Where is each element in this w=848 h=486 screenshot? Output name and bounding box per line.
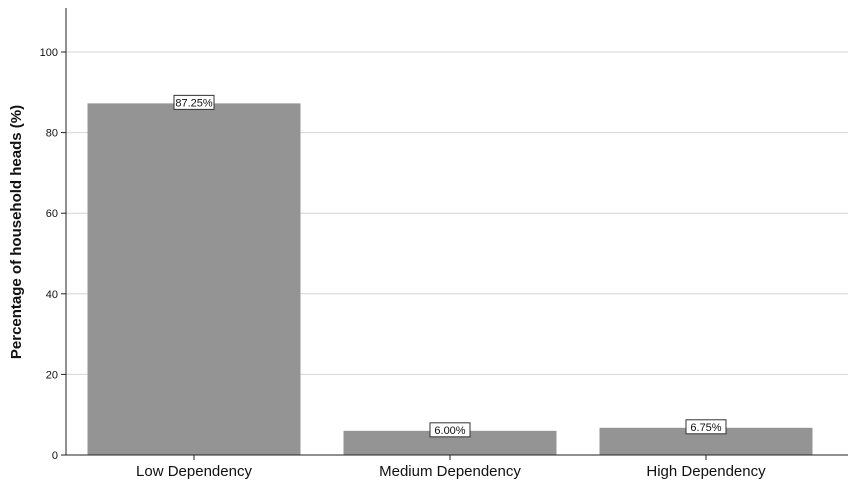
data-labels: 87.25% 6.00% 6.75% xyxy=(173,94,727,438)
y-axis-ticks: 0 20 40 60 80 100 xyxy=(40,47,66,462)
y-tick-label: 20 xyxy=(46,369,58,381)
data-label: 87.25% xyxy=(175,97,213,109)
bar-low-dependency xyxy=(87,103,301,455)
x-tick-label: High Dependency xyxy=(646,463,766,480)
axes xyxy=(65,8,848,456)
data-label: 6.75% xyxy=(690,422,721,434)
data-label-box xyxy=(685,419,727,435)
data-label-box xyxy=(173,94,215,110)
y-tick-label: 40 xyxy=(46,289,58,301)
y-tick-label: 0 xyxy=(52,450,58,462)
y-tick-label: 100 xyxy=(40,47,58,59)
y-tick-label: 80 xyxy=(46,128,58,140)
x-tick-label: Medium Dependency xyxy=(379,463,521,480)
x-tick-label: Low Dependency xyxy=(136,463,252,480)
data-label: 6.00% xyxy=(434,425,465,437)
bars xyxy=(87,103,813,455)
y-tick-label: 60 xyxy=(46,208,58,220)
data-label-box xyxy=(429,422,471,438)
y-axis-title: Percentage of household heads (%) xyxy=(8,105,25,359)
x-axis-ticks: Low Dependency Medium Dependency High Depe… xyxy=(136,455,766,480)
